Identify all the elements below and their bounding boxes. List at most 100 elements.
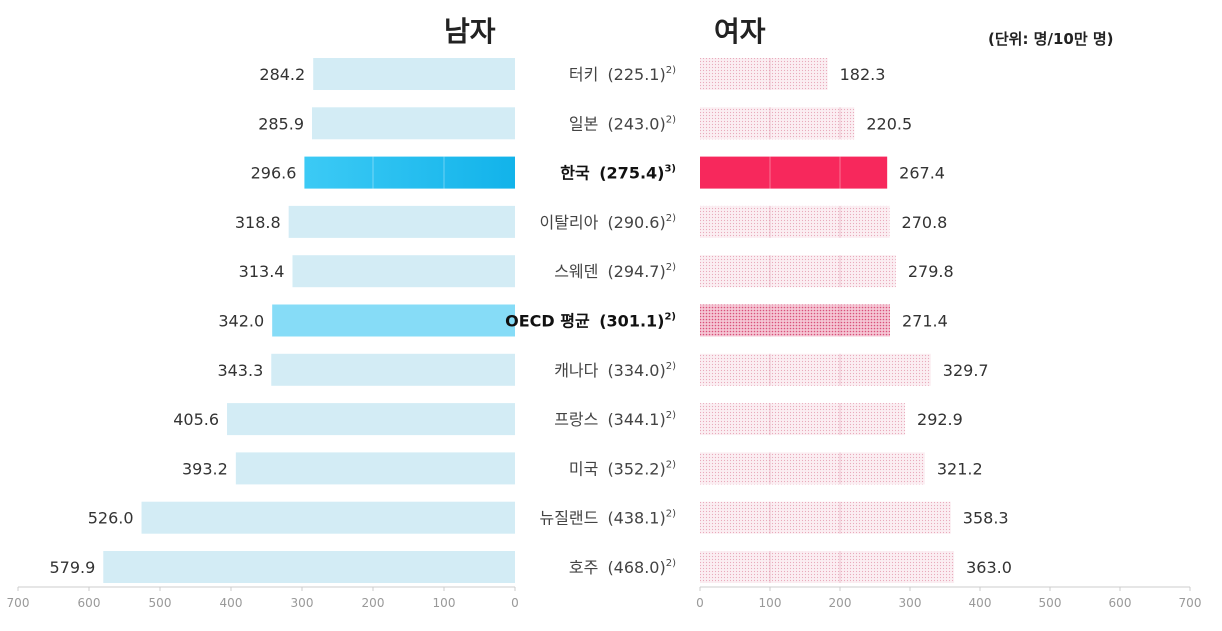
- male-value-label: 526.0: [88, 509, 134, 528]
- category-total: (334.0): [607, 361, 665, 380]
- male-tick-label: 300: [291, 596, 314, 610]
- male-value-label: 393.2: [182, 459, 228, 478]
- male-value-label: 342.0: [218, 312, 264, 331]
- category-footnote: 2): [666, 410, 676, 421]
- category-total: (301.1): [599, 312, 664, 331]
- male-tick-label: 100: [433, 596, 456, 610]
- male-bar: [288, 205, 515, 238]
- male-bar: [312, 107, 515, 140]
- category-footnote: 2): [666, 509, 676, 520]
- female-value-label: 292.9: [917, 410, 963, 429]
- female-value-label: 271.4: [902, 312, 948, 331]
- male-bar: [103, 551, 516, 583]
- female-value-label: 363.0: [966, 558, 1012, 577]
- female-value-label: 267.4: [899, 164, 945, 183]
- female-tick-label: 600: [1109, 596, 1132, 610]
- male-tick-label: 600: [78, 596, 101, 610]
- category-footnote: 2): [666, 361, 676, 372]
- category-total: (344.1): [607, 410, 665, 429]
- male-tick-label: 400: [220, 596, 243, 610]
- category-footnote: 2): [666, 114, 676, 125]
- category-total: (352.2): [607, 459, 665, 478]
- category-name: 스웨덴: [554, 262, 603, 281]
- female-value-label: 358.3: [963, 509, 1009, 528]
- category-total: (290.6): [607, 213, 665, 232]
- male-bar: [141, 501, 516, 534]
- category-footnote: 3): [664, 164, 676, 175]
- female-bar: [700, 107, 855, 140]
- category-total: (243.0): [607, 114, 665, 133]
- category-name: 뉴질랜드: [539, 509, 603, 528]
- category-total: (225.1): [607, 65, 665, 84]
- male-bar: [235, 452, 515, 485]
- category-label: OECD 평균 (301.1)2): [505, 312, 676, 331]
- male-bar: [313, 58, 515, 90]
- male-value-label: 343.3: [217, 361, 263, 380]
- category-total: (438.1): [607, 509, 665, 528]
- male-bar: [227, 403, 516, 436]
- category-label: 뉴질랜드 (438.1)2): [539, 509, 676, 528]
- female-value-label: 321.2: [937, 459, 983, 478]
- female-tick-label: 200: [829, 596, 852, 610]
- male-bar: [272, 304, 515, 337]
- female-bar: [700, 58, 828, 90]
- category-footnote: 2): [664, 312, 676, 323]
- category-name: OECD 평균: [505, 312, 595, 331]
- male-tick-label: 700: [7, 596, 30, 610]
- category-label: 프랑스 (344.1)2): [554, 410, 676, 429]
- male-value-label: 579.9: [49, 558, 95, 577]
- category-name: 프랑스: [554, 410, 603, 429]
- female-tick-label: 400: [969, 596, 992, 610]
- female-tick-label: 0: [696, 596, 704, 610]
- category-footnote: 2): [666, 459, 676, 470]
- male-tick-label: 500: [149, 596, 172, 610]
- category-total: (468.0): [607, 558, 665, 577]
- female-title: 여자: [714, 15, 766, 48]
- category-name: 캐나다: [554, 361, 603, 380]
- male-bar: [271, 353, 515, 386]
- female-bar: [700, 156, 888, 189]
- female-tick-label: 500: [1039, 596, 1062, 610]
- male-title: 남자: [444, 15, 496, 48]
- category-label: 이탈리아 (290.6)2): [539, 213, 676, 232]
- category-label: 터키 (225.1)2): [569, 65, 676, 84]
- female-value-label: 279.8: [908, 262, 954, 281]
- female-value-label: 329.7: [943, 361, 989, 380]
- male-value-label: 318.8: [235, 213, 281, 232]
- male-bar: [304, 156, 515, 189]
- female-value-label: 182.3: [840, 65, 886, 84]
- unit-label: (단위: 명/10만 명): [988, 30, 1114, 48]
- category-name: 호주: [569, 558, 604, 577]
- category-footnote: 2): [666, 262, 676, 273]
- category-label: 스웨덴 (294.7)2): [554, 262, 676, 281]
- female-value-label: 220.5: [866, 114, 912, 133]
- category-name: 이탈리아: [539, 213, 603, 232]
- female-tick-label: 100: [759, 596, 782, 610]
- category-label: 호주 (468.0)2): [569, 558, 676, 577]
- female-bar: [700, 304, 890, 337]
- category-name: 미국: [569, 459, 604, 478]
- female-bar: [700, 403, 906, 436]
- male-value-label: 285.9: [258, 114, 304, 133]
- female-bar: [700, 353, 931, 386]
- female-value-label: 270.8: [902, 213, 948, 232]
- category-label: 일본 (243.0)2): [569, 114, 676, 133]
- category-name: 한국: [560, 164, 595, 183]
- female-bar: [700, 452, 925, 485]
- male-value-label: 296.6: [251, 164, 297, 183]
- category-label: 캐나다 (334.0)2): [554, 361, 676, 380]
- male-tick-label: 0: [511, 596, 519, 610]
- category-total: (294.7): [607, 262, 665, 281]
- female-bar: [700, 501, 951, 534]
- male-value-label: 405.6: [173, 410, 219, 429]
- category-footnote: 2): [666, 65, 676, 76]
- female-tick-label: 700: [1179, 596, 1202, 610]
- female-tick-label: 300: [899, 596, 922, 610]
- category-label: 한국 (275.4)3): [560, 164, 676, 183]
- category-footnote: 2): [666, 558, 676, 569]
- category-name: 터키: [569, 65, 604, 84]
- male-bar: [292, 255, 515, 288]
- female-bar: [700, 205, 890, 238]
- category-footnote: 2): [666, 213, 676, 224]
